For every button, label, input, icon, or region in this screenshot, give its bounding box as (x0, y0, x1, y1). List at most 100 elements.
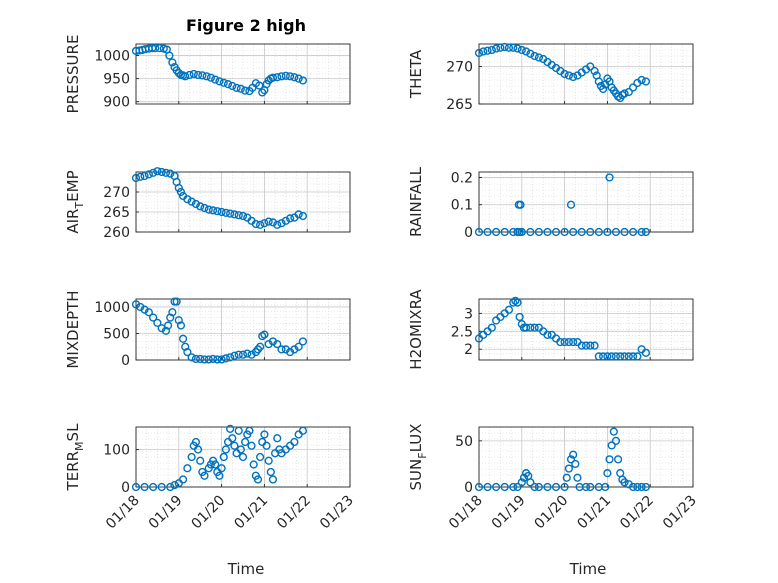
data-point (633, 482, 642, 492)
data-point (500, 227, 509, 237)
data-point (238, 452, 248, 462)
data-point (294, 342, 303, 351)
axes-box (478, 298, 694, 361)
data-point (226, 353, 235, 362)
y-tick-label: 950 (103, 72, 130, 88)
data-point (185, 70, 194, 80)
y-tick-label: 270 (446, 60, 473, 76)
data-point (515, 312, 524, 322)
data-point (191, 354, 201, 364)
data-point (513, 298, 522, 307)
data-point (534, 227, 544, 237)
panel-mixdepth: 0 500 1000 MIXDEPTH (64, 290, 351, 369)
data-point (161, 168, 171, 177)
axes-box (478, 43, 694, 105)
data-point (268, 218, 278, 227)
y-tick-label: 1000 (94, 49, 130, 65)
data-point (149, 168, 158, 177)
panel-h2omixra: 2 2.5 3 H2OMIXRA (407, 289, 694, 370)
data-point (521, 47, 531, 56)
data-point (560, 482, 569, 492)
data-point (211, 460, 220, 469)
data-point (264, 217, 273, 226)
data-point (586, 341, 595, 350)
y-axis-label: SUNFLUX (407, 424, 429, 491)
data-point (249, 460, 258, 469)
data-point (215, 471, 224, 480)
y-tick-label: 270 (103, 185, 130, 201)
data-point (256, 220, 265, 229)
data-point (221, 354, 230, 363)
y-tick-label: 0.1 (451, 198, 473, 214)
data-point (516, 200, 525, 209)
data-point (483, 227, 492, 237)
data-point (219, 78, 228, 87)
data-point (204, 355, 213, 364)
data-point (193, 70, 203, 80)
data-point (217, 355, 226, 364)
ylabel-part: SL (64, 423, 82, 442)
data-point (543, 330, 552, 339)
data-point (234, 350, 243, 359)
data-point (573, 473, 582, 482)
y-tick-label: 0 (121, 353, 130, 369)
y-axis-label: THETA (407, 49, 425, 99)
data-point (620, 227, 629, 237)
data-point (234, 211, 243, 220)
data-point (483, 46, 492, 55)
y-tick-label: 500 (103, 326, 130, 342)
data-point (198, 71, 207, 80)
data-point (196, 354, 205, 364)
ylabel-part: SUN (407, 459, 425, 491)
ylabel-subscript: F (416, 452, 429, 458)
y-axis-label: PRESSURE (64, 35, 82, 114)
y-tick-label: 265 (446, 97, 473, 113)
figure-title: Figure 2 high (186, 16, 306, 35)
data-point (509, 298, 518, 307)
data-point (258, 332, 267, 341)
data-point (285, 72, 295, 81)
data-point (155, 44, 164, 53)
data-point (534, 53, 544, 62)
data-point (268, 475, 278, 484)
data-point (479, 47, 488, 56)
data-point (181, 72, 190, 81)
data-point (168, 58, 177, 67)
data-point (526, 227, 535, 237)
data-point (208, 354, 218, 364)
data-point (219, 452, 228, 462)
ylabel-part: AIR (64, 209, 82, 234)
data-point (599, 84, 608, 94)
data-point (253, 475, 263, 484)
data-point (213, 207, 222, 216)
data-point (526, 49, 535, 58)
data-point (613, 455, 623, 464)
data-point (628, 83, 638, 92)
data-point (603, 352, 612, 361)
data-point (247, 441, 256, 450)
data-point (232, 83, 241, 92)
data-point (633, 352, 642, 361)
data-point (564, 337, 573, 347)
data-point (260, 330, 269, 339)
data-point (294, 210, 303, 219)
data-point (500, 482, 509, 492)
data-point (521, 323, 531, 332)
y-tick-label: 260 (103, 225, 130, 241)
data-point (277, 219, 286, 228)
y-tick-label: 50 (455, 434, 473, 450)
data-point (637, 75, 646, 85)
y-axis-label: MIXDEPTH (64, 290, 82, 368)
panel-theta: 265 270 THETA (407, 42, 694, 113)
data-point (226, 209, 235, 218)
data-point (519, 473, 529, 482)
y-axis-label: RAINFALL (407, 166, 425, 237)
data-point (577, 227, 586, 237)
data-point (624, 352, 633, 361)
data-point (513, 482, 522, 492)
data-point (196, 456, 205, 465)
data-point (172, 297, 181, 306)
data-point (298, 426, 308, 435)
data-point (238, 211, 248, 221)
